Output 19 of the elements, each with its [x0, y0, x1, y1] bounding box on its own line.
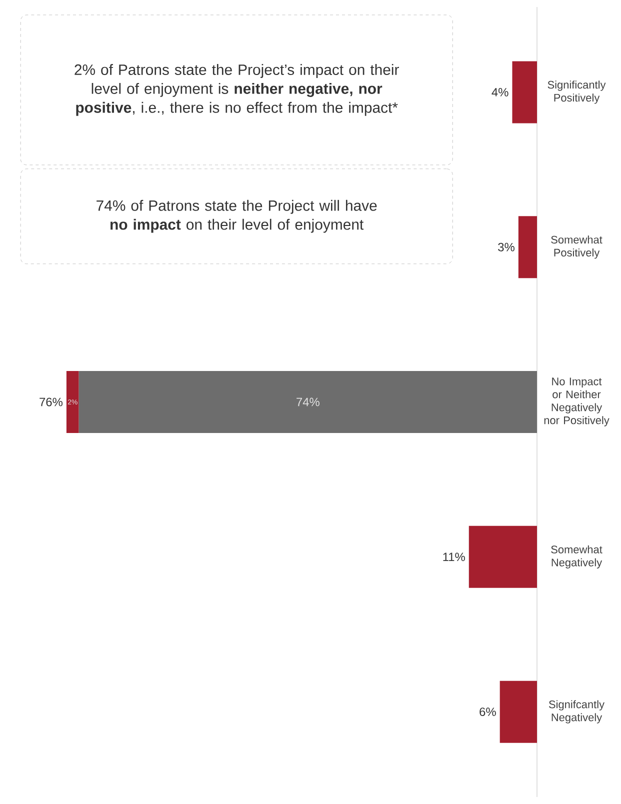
total-label: 76%: [40, 398, 63, 406]
y-tick-label: No Impact or Neither Negatively nor Positively: [544, 378, 610, 426]
bar: [500, 680, 537, 743]
y-tick-label: Somewhat Negatively: [551, 545, 602, 568]
data-label: 74%: [296, 398, 320, 406]
total-label: 3%: [498, 242, 514, 252]
bar: [468, 526, 537, 588]
bar: [512, 61, 537, 124]
total-label: 4%: [492, 88, 508, 96]
bar: [518, 216, 537, 278]
total-label: 6%: [480, 708, 496, 716]
y-tick-label: Somewhat Positively: [551, 236, 602, 259]
bar: [78, 371, 537, 434]
text: 2% of Patrons state the Project’s impact on their level of enjoyment is neither negative, nor positive, i.e., there is no effect from the impact*: [74, 64, 399, 116]
annotation: 74% of Patrons state the Project will have no impact on their level of enjoyment: [96, 200, 377, 233]
y-tick-label: Signifcantly Negatively: [548, 700, 604, 724]
y-tick-label: Significantly Positively: [548, 80, 606, 104]
bar: [66, 371, 79, 434]
total-label: 11%: [443, 552, 465, 562]
